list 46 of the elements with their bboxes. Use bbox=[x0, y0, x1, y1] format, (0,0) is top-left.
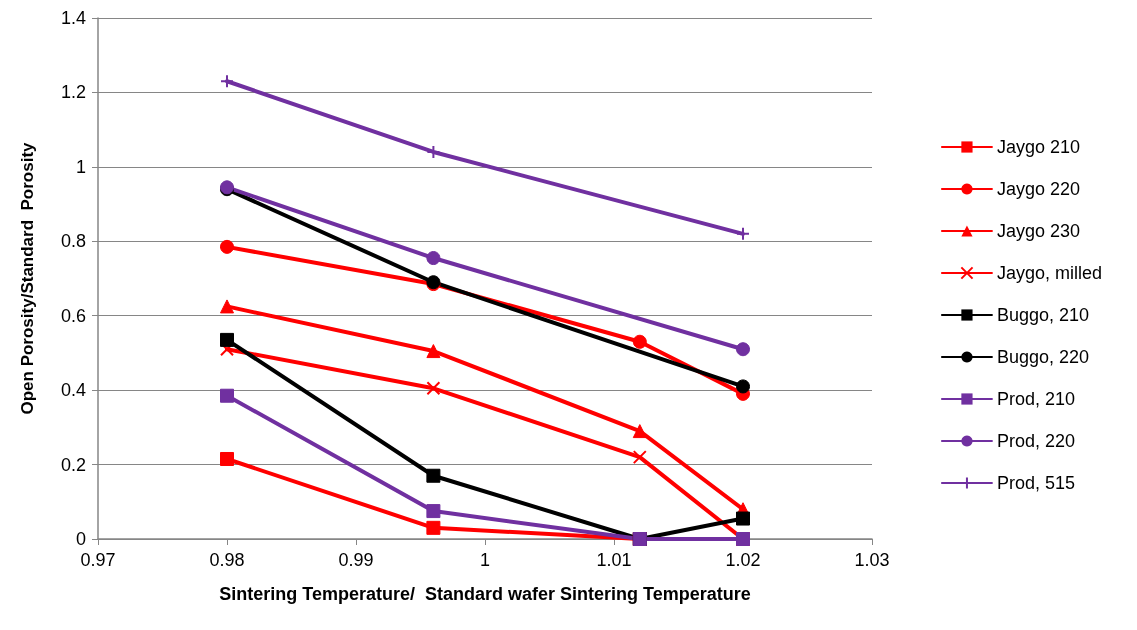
point bbox=[426, 504, 441, 519]
point bbox=[632, 424, 647, 439]
point bbox=[736, 379, 750, 394]
point bbox=[220, 388, 234, 403]
point bbox=[426, 520, 441, 535]
point bbox=[426, 381, 441, 396]
point bbox=[736, 226, 750, 241]
point bbox=[220, 451, 234, 466]
legend-label: Jaygo, milled bbox=[996, 263, 1102, 283]
point bbox=[426, 468, 441, 483]
point bbox=[736, 511, 750, 526]
y-tick-label: 0.4 bbox=[60, 380, 86, 401]
point bbox=[220, 74, 234, 89]
point bbox=[426, 144, 441, 159]
legend-label: Jaygo 220 bbox=[996, 179, 1081, 199]
point bbox=[632, 450, 647, 465]
legend-label: Prod, 515 bbox=[996, 473, 1076, 493]
point bbox=[632, 334, 647, 349]
point bbox=[220, 332, 234, 347]
x-tick-label: 1.03 bbox=[854, 550, 890, 570]
legend-label: Jaygo 210 bbox=[996, 137, 1081, 157]
x-tick-label: 0.97 bbox=[80, 550, 116, 570]
x-axis-title: Sintering Temperature/ Standard wafer Sintering Temperature bbox=[219, 584, 751, 604]
y-tick-label: 0.2 bbox=[60, 454, 86, 475]
x-tick-label: 1 bbox=[479, 550, 491, 570]
legend-label: Jaygo 230 bbox=[996, 221, 1081, 241]
legend-label: Prod, 210 bbox=[996, 389, 1076, 409]
point bbox=[220, 299, 234, 314]
point bbox=[426, 251, 441, 266]
x-tick-label: 0.99 bbox=[338, 550, 374, 570]
legend-label: Buggo, 210 bbox=[996, 305, 1090, 325]
legend-label: Buggo, 220 bbox=[996, 347, 1090, 367]
point bbox=[220, 239, 234, 254]
legend-label: Prod, 220 bbox=[996, 431, 1076, 451]
x-tick-label: 1.02 bbox=[725, 550, 761, 570]
point bbox=[426, 344, 441, 359]
x-tick-label: 1.01 bbox=[596, 550, 632, 570]
point bbox=[736, 342, 750, 357]
y-tick-label: 0 bbox=[75, 529, 86, 549]
x-tick-label: 0.98 bbox=[209, 550, 245, 570]
y-axis-title: Open Porosity/Standard Porosity bbox=[18, 141, 37, 415]
y-tick-label: 0.8 bbox=[60, 231, 86, 252]
y-tick-label: 1.4 bbox=[60, 8, 86, 28]
y-tick-label: 1 bbox=[75, 156, 86, 177]
y-tick-label: 0.6 bbox=[60, 305, 86, 326]
y-tick-label: 1.2 bbox=[60, 82, 86, 103]
